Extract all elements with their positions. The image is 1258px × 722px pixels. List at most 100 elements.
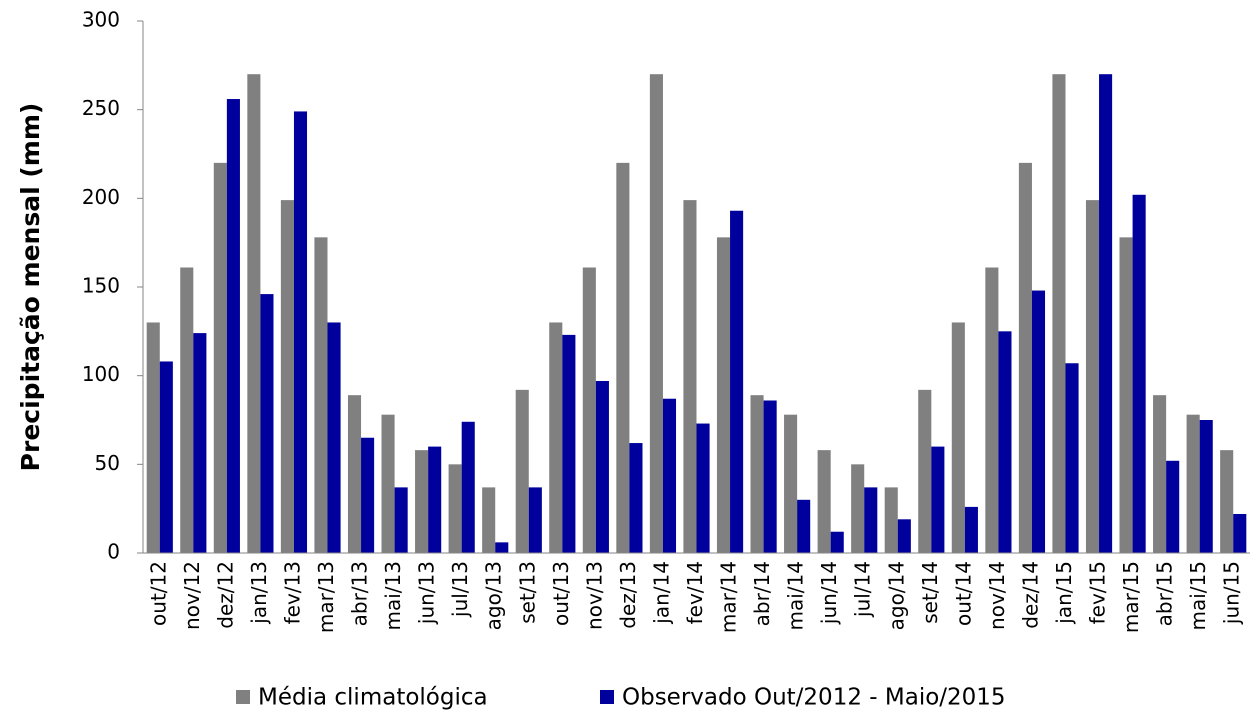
bar <box>347 395 362 553</box>
bar <box>750 395 764 553</box>
bar <box>1153 395 1167 553</box>
bar <box>683 200 697 553</box>
bar <box>1220 450 1234 553</box>
x-tick-label: ago/13 <box>482 561 506 630</box>
x-tick-label: nov/13 <box>582 561 606 630</box>
bar <box>851 464 865 553</box>
bar <box>1031 290 1046 553</box>
bar <box>482 487 496 553</box>
bar <box>1119 237 1133 553</box>
bar <box>817 450 831 553</box>
bar <box>293 111 308 553</box>
legend-label: Média climatológica <box>258 685 488 711</box>
bar <box>616 162 630 553</box>
legend-swatch <box>600 690 614 704</box>
x-tick-label: dez/14 <box>1018 561 1042 629</box>
x-tick-label: mai/15 <box>1186 561 1210 630</box>
x-tick-label: dez/12 <box>213 561 237 629</box>
bar <box>629 443 643 553</box>
x-tick-label: fev/13 <box>280 561 304 624</box>
x-tick-label: jan/14 <box>649 561 673 625</box>
x-tick-label: mar/15 <box>1119 561 1143 633</box>
bar <box>730 210 744 553</box>
x-tick-label: jan/15 <box>1052 561 1076 625</box>
x-tick-label: abr/15 <box>1153 561 1177 626</box>
bar <box>864 487 878 553</box>
x-tick-label: mai/14 <box>784 561 808 630</box>
bar <box>1186 414 1200 553</box>
x-tick-label: ago/14 <box>884 561 908 630</box>
bar <box>1099 74 1113 553</box>
x-tick-label: jun/13 <box>415 561 439 625</box>
bar <box>461 421 475 553</box>
bar <box>1132 194 1146 553</box>
legend-swatch <box>236 690 250 704</box>
y-tick-label: 100 <box>82 362 120 386</box>
bar <box>1052 74 1066 553</box>
bar <box>159 361 173 553</box>
x-tick-label: abr/14 <box>750 561 774 626</box>
bar <box>327 322 341 553</box>
y-tick-label: 150 <box>82 274 120 298</box>
bar <box>448 464 462 553</box>
bar <box>495 542 509 553</box>
x-tick-label: out/12 <box>146 561 170 626</box>
bar <box>180 267 194 553</box>
bar <box>549 322 563 553</box>
bar <box>1085 200 1100 553</box>
bar <box>931 446 945 553</box>
bar <box>247 74 261 553</box>
y-tick-label: 200 <box>82 185 120 209</box>
y-tick-label: 300 <box>82 8 120 32</box>
bar <box>394 487 408 553</box>
x-tick-label: jul/13 <box>448 561 472 618</box>
x-tick-label: out/14 <box>951 561 975 626</box>
bar <box>897 519 911 553</box>
x-tick-label: jan/13 <box>247 561 271 625</box>
x-tick-label: jun/14 <box>817 561 841 625</box>
x-tick-label: dez/13 <box>616 561 640 629</box>
x-tick-label: jun/15 <box>1220 561 1244 625</box>
y-axis-title: Precipitação mensal (mm) <box>16 103 45 472</box>
x-tick-label: set/13 <box>515 561 539 624</box>
x-tick-label: abr/13 <box>348 561 372 626</box>
bar <box>716 237 731 553</box>
x-tick-label: mar/13 <box>314 561 338 633</box>
x-tick-label: out/13 <box>549 561 573 626</box>
x-tick-label: jul/14 <box>851 561 875 618</box>
bar <box>381 414 395 553</box>
bar <box>964 506 978 553</box>
bar <box>1065 363 1079 553</box>
bar <box>1018 162 1032 553</box>
bar <box>226 99 240 553</box>
x-tick-label: set/14 <box>918 561 942 624</box>
bar <box>193 333 207 553</box>
bar <box>830 531 844 553</box>
bar <box>1199 420 1213 553</box>
bar <box>797 499 811 553</box>
bar <box>528 487 542 553</box>
bar <box>582 267 596 553</box>
bar <box>260 294 274 553</box>
bar <box>649 74 663 553</box>
y-tick-label: 0 <box>107 540 120 564</box>
bar <box>562 334 576 553</box>
x-tick-label: nov/14 <box>985 561 1009 630</box>
bar <box>763 400 777 553</box>
bar <box>951 322 965 553</box>
bar <box>662 398 677 553</box>
bar <box>314 237 328 553</box>
bar <box>361 437 375 553</box>
bar <box>595 380 609 553</box>
bar <box>998 331 1012 553</box>
bar <box>918 389 932 553</box>
bar <box>884 487 898 553</box>
bar <box>1233 513 1247 553</box>
y-tick-label: 50 <box>95 451 120 475</box>
bar <box>696 423 710 553</box>
legend-label: Observado Out/2012 - Maio/2015 <box>622 685 1006 711</box>
x-tick-label: nov/12 <box>180 561 204 630</box>
bar <box>985 267 999 553</box>
bar <box>146 322 160 553</box>
